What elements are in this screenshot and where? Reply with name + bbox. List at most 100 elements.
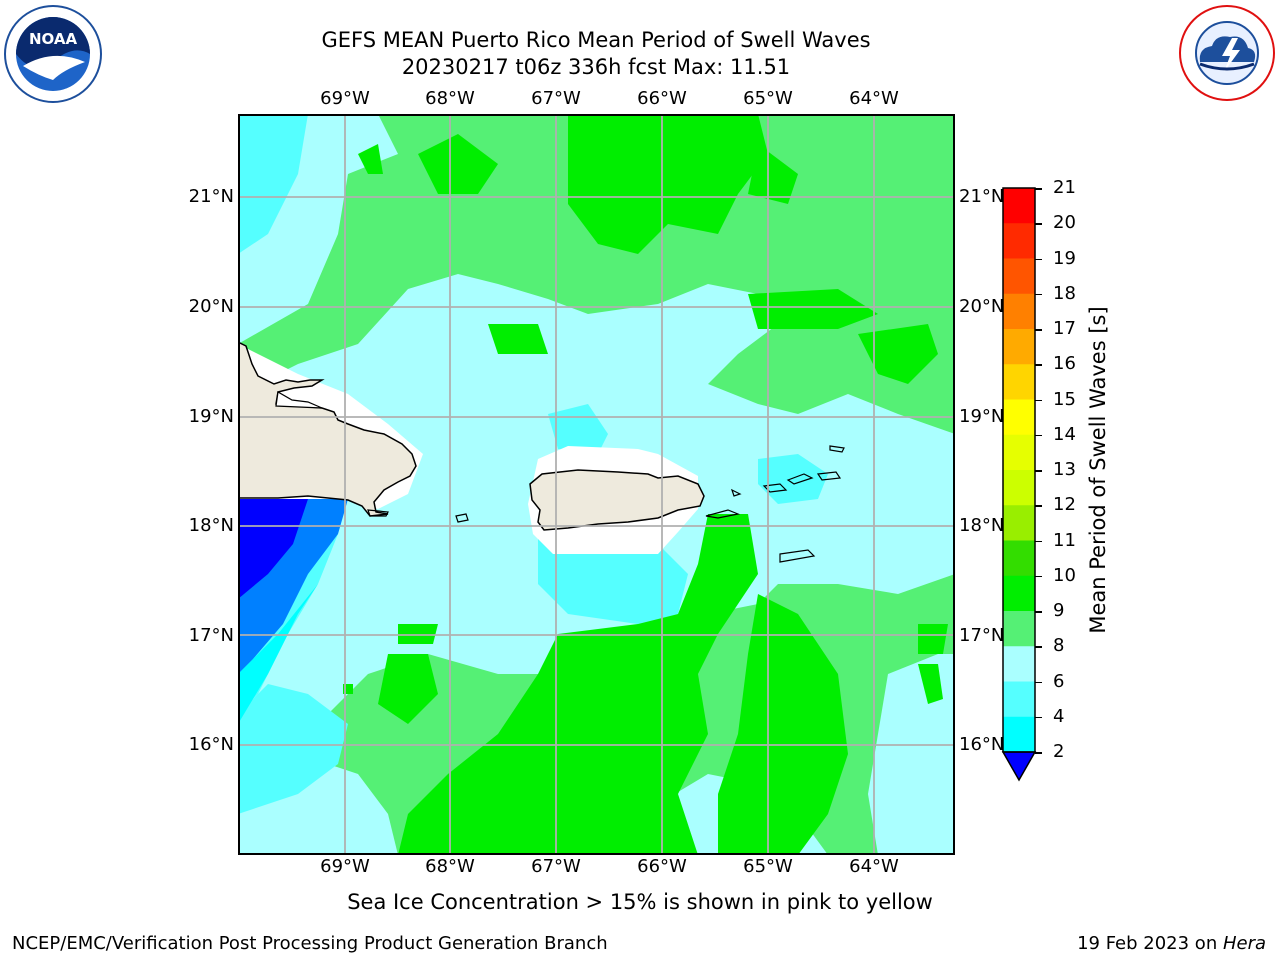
sea-ice-note: Sea Ice Concentration > 15% is shown in … <box>347 890 933 914</box>
colorbar-band <box>1003 505 1035 541</box>
field-10-11 <box>858 324 938 384</box>
land-hispaniola-inner <box>275 391 323 409</box>
island <box>816 471 842 481</box>
lon-label-top: 66°W <box>637 88 687 109</box>
lat-label-right: 18°N <box>959 515 1005 536</box>
colorbar-tick-label: 19 <box>1053 247 1076 269</box>
island <box>779 549 816 563</box>
field-10-11 <box>568 114 768 254</box>
colorbar-tick-label: 8 <box>1053 635 1065 657</box>
colorbar-title: Mean Period of Swell Waves [s] <box>1086 306 1110 634</box>
colorbar-band <box>1003 329 1035 365</box>
colorbar-tick <box>1035 470 1042 472</box>
field-10-11 <box>358 144 383 174</box>
colorbar-tick-label: 6 <box>1053 670 1065 692</box>
noaa-logo-text: NOAA <box>29 30 78 48</box>
footer-credit: NCEP/EMC/Verification Post Processing Pr… <box>12 933 608 954</box>
field-8-9 <box>868 654 955 855</box>
colorbar-tick-label: 11 <box>1053 529 1076 551</box>
lon-label-top: 64°W <box>849 88 899 109</box>
colorbar-tick <box>1035 364 1042 366</box>
colorbar-band <box>1003 188 1035 224</box>
colorbar <box>1001 187 1037 782</box>
map-frame <box>238 114 955 855</box>
lat-label-left: 16°N <box>188 734 234 755</box>
colorbar-tick-label: 9 <box>1053 600 1065 621</box>
colorbar-band <box>1003 399 1035 436</box>
colorbar-band <box>1003 364 1035 400</box>
field-10-11 <box>718 594 848 855</box>
lon-label-bottom: 69°W <box>320 856 370 877</box>
colorbar-tick-label: 4 <box>1053 705 1065 727</box>
colorbar-tick-label: 14 <box>1053 423 1076 445</box>
lat-label-left: 21°N <box>188 186 234 207</box>
footer-date-text: 19 Feb 2023 on <box>1077 933 1223 954</box>
lat-label-left: 20°N <box>188 296 234 317</box>
colorbar-tick-label: 17 <box>1053 318 1076 339</box>
colorbar-tick <box>1035 329 1042 331</box>
gridlines <box>238 114 955 855</box>
colorbar-tick-label: 12 <box>1053 494 1076 516</box>
colorbar-band <box>1003 681 1035 718</box>
field-10-11 <box>378 654 438 724</box>
island <box>829 445 845 453</box>
lat-label-right: 21°N <box>959 186 1005 207</box>
colorbar-tick-label: 21 <box>1053 177 1076 198</box>
lat-label-right: 19°N <box>959 406 1005 427</box>
island <box>786 473 814 485</box>
colorbar-tick <box>1035 188 1042 190</box>
island <box>367 509 389 517</box>
colorbar-tick-label: 2 <box>1053 741 1065 762</box>
colorbar-tick-label: 15 <box>1053 388 1076 410</box>
colorbar-tick <box>1035 399 1042 401</box>
field-6-8 <box>538 534 688 624</box>
colorbar-tick <box>1035 293 1042 296</box>
footer-host: Hera <box>1222 933 1266 954</box>
lat-label-right: 16°N <box>959 734 1005 755</box>
island <box>705 509 741 519</box>
lon-label-bottom: 68°W <box>425 856 475 877</box>
colorbar-band <box>1003 223 1035 259</box>
lon-label-top: 65°W <box>743 88 793 109</box>
nws-logo <box>1178 4 1276 102</box>
field-10-11 <box>748 289 878 329</box>
colorbar-band <box>1003 540 1035 577</box>
field-10-11 <box>398 514 758 855</box>
field-below-2 <box>238 499 308 599</box>
colorbar-band <box>1003 646 1035 682</box>
colorbar-band <box>1003 611 1035 647</box>
field-6-8 <box>238 114 308 254</box>
colorbar-tick <box>1035 575 1042 578</box>
lat-label-right: 20°N <box>959 296 1005 317</box>
land-hispaniola <box>238 341 417 517</box>
lat-label-right: 17°N <box>959 625 1005 646</box>
colorbar-tick-label: 13 <box>1053 459 1076 480</box>
colorbar-band <box>1003 470 1035 506</box>
plot-title: GEFS MEAN Puerto Rico Mean Period of Swe… <box>321 28 871 52</box>
field-10-11 <box>398 624 438 644</box>
field-10-11 <box>418 134 498 194</box>
field-10-11 <box>918 664 943 704</box>
colorbar-tick <box>1035 611 1042 613</box>
colorbar-tick <box>1035 716 1042 719</box>
swell-period-map <box>238 114 955 855</box>
colorbar-extend-arrow <box>1001 751 1037 782</box>
field-6-8 <box>238 684 348 814</box>
plot-subtitle: 20230217 t06z 336h fcst Max: 11.51 <box>401 55 791 79</box>
lon-label-bottom: 65°W <box>743 856 793 877</box>
colorbar-tick <box>1035 540 1042 542</box>
field-10-11 <box>488 324 548 354</box>
lon-label-top: 68°W <box>425 88 475 109</box>
colorbar-tick-label: 18 <box>1053 282 1076 304</box>
colorbar-tick-label: 20 <box>1053 212 1076 234</box>
island <box>455 513 469 523</box>
colorbar-tick-label: 16 <box>1053 353 1076 375</box>
colorbar-tick <box>1035 223 1042 225</box>
footer-date: 19 Feb 2023 on Hera <box>1077 933 1266 954</box>
lat-label-left: 19°N <box>188 406 234 427</box>
field-10-11 <box>918 624 948 654</box>
colorbar-band <box>1003 434 1035 471</box>
colorbar-tick <box>1035 434 1042 437</box>
colorbar-band <box>1003 258 1035 295</box>
lat-label-left: 17°N <box>188 625 234 646</box>
